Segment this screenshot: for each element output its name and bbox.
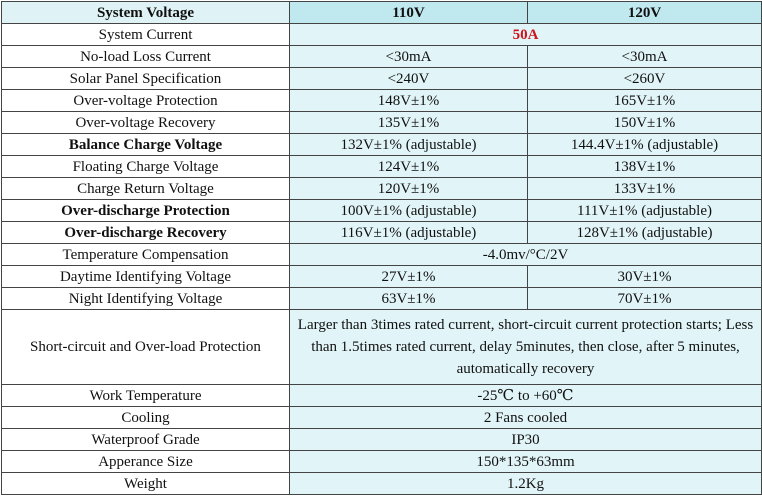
table-cell: Waterproof Grade xyxy=(1,428,290,451)
table-cell: -25℃ to +60℃ xyxy=(289,384,762,407)
header-row: System Voltage 110V 120V xyxy=(1,1,762,24)
table-cell: 30V±1% xyxy=(527,265,762,288)
table-cell: Cooling xyxy=(1,406,290,429)
table-cell: Solar Panel Specification xyxy=(1,67,290,90)
table-row: Charge Return Voltage 120V±1% 133V±1% xyxy=(1,177,762,200)
table-cell: System Voltage xyxy=(1,1,290,24)
table-cell: 150*135*63mm xyxy=(289,450,762,473)
table-cell: 100V±1% (adjustable) xyxy=(289,199,528,222)
table-cell: 1.2Kg xyxy=(289,472,762,495)
table-row: Balance Charge Voltage 132V±1% (adjustabl… xyxy=(1,133,762,156)
table-cell: 138V±1% xyxy=(527,155,762,178)
table-row: Daytime Identifying Voltage 27V±1% 30V±1% xyxy=(1,265,762,288)
table-row: Cooling 2 Fans cooled xyxy=(1,406,762,429)
table-cell: 110V xyxy=(289,1,528,24)
table-row: Solar Panel Specification <240V <260V xyxy=(1,67,762,90)
table-cell: 120V±1% xyxy=(289,177,528,200)
table-cell: 144.4V±1% (adjustable) xyxy=(527,133,762,156)
table-cell: 132V±1% (adjustable) xyxy=(289,133,528,156)
table-row: Over-discharge Recovery 116V±1% (adjustab… xyxy=(1,221,762,244)
table-cell: Night Identifying Voltage xyxy=(1,287,290,310)
table-row: Apperance Size 150*135*63mm xyxy=(1,450,762,473)
table-row: Night Identifying Voltage 63V±1% 70V±1% xyxy=(1,287,762,310)
table-cell: 2 Fans cooled xyxy=(289,406,762,429)
table-cell: Floating Charge Voltage xyxy=(1,155,290,178)
table-cell: 120V xyxy=(527,1,762,24)
table-cell: Work Temperature xyxy=(1,384,290,407)
table-cell: 50A xyxy=(289,23,762,46)
table-cell: Daytime Identifying Voltage xyxy=(1,265,290,288)
table-cell: 135V±1% xyxy=(289,111,528,134)
table-cell: <30mA xyxy=(527,45,762,68)
table-cell: 70V±1% xyxy=(527,287,762,310)
table-cell: <260V xyxy=(527,67,762,90)
table-row: No-load Loss Current <30mA <30mA xyxy=(1,45,762,68)
table-row: Floating Charge Voltage 124V±1% 138V±1% xyxy=(1,155,762,178)
table-cell: No-load Loss Current xyxy=(1,45,290,68)
table-cell: Short-circuit and Over-load Protection xyxy=(1,309,290,385)
table-row: Work Temperature -25℃ to +60℃ xyxy=(1,384,762,407)
table-cell: Balance Charge Voltage xyxy=(1,133,290,156)
table-cell: 111V±1% (adjustable) xyxy=(527,199,762,222)
table-cell: 124V±1% xyxy=(289,155,528,178)
table-cell: 148V±1% xyxy=(289,89,528,112)
table-cell: <240V xyxy=(289,67,528,90)
table-row: System Current 50A xyxy=(1,23,762,46)
table-cell: Temperature Compensation xyxy=(1,243,290,266)
table-cell: <30mA xyxy=(289,45,528,68)
table-cell: 165V±1% xyxy=(527,89,762,112)
table-cell: Apperance Size xyxy=(1,450,290,473)
table-cell: -4.0mv/°C/2V xyxy=(289,243,762,266)
table-cell: 128V±1% (adjustable) xyxy=(527,221,762,244)
table-cell: Over-discharge Recovery xyxy=(1,221,290,244)
table-row: Waterproof Grade IP30 xyxy=(1,428,762,451)
table-cell: Charge Return Voltage xyxy=(1,177,290,200)
table-row: Short-circuit and Over-load Protection La… xyxy=(1,309,762,385)
table-cell: Weight xyxy=(1,472,290,495)
table-row: Over-voltage Protection 148V±1% 165V±1% xyxy=(1,89,762,112)
table-row: Temperature Compensation -4.0mv/°C/2V xyxy=(1,243,762,266)
table-cell: 63V±1% xyxy=(289,287,528,310)
table-cell: 133V±1% xyxy=(527,177,762,200)
table-cell: Over-voltage Protection xyxy=(1,89,290,112)
table-cell: 150V±1% xyxy=(527,111,762,134)
table-row: Weight 1.2Kg xyxy=(1,472,762,495)
table-cell: System Current xyxy=(1,23,290,46)
table-cell: Over-discharge Protection xyxy=(1,199,290,222)
table-row: Over-discharge Protection 100V±1% (adjust… xyxy=(1,199,762,222)
table-row: Over-voltage Recovery 135V±1% 150V±1% xyxy=(1,111,762,134)
table-cell: Over-voltage Recovery xyxy=(1,111,290,134)
table-cell: Larger than 3times rated current, short-… xyxy=(289,309,762,385)
table-cell: IP30 xyxy=(289,428,762,451)
table-cell: 27V±1% xyxy=(289,265,528,288)
table-cell: 116V±1% (adjustable) xyxy=(289,221,528,244)
